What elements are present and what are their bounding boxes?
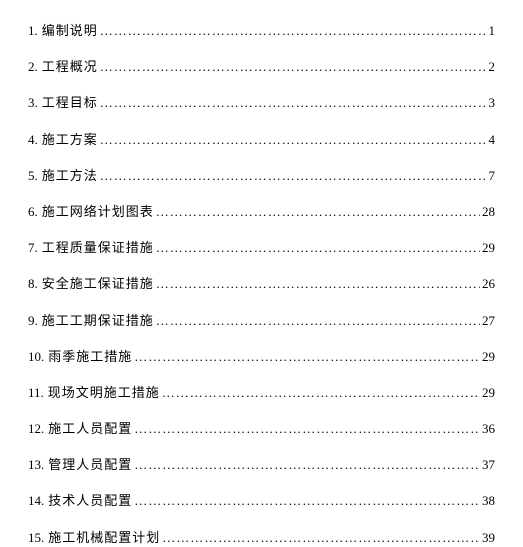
toc-title: 编制说明 (42, 22, 98, 40)
toc-row: 12.施工人员配置…………………………………………………………………………………… (28, 420, 495, 438)
toc-number: 11. (28, 384, 44, 402)
toc-page-number: 36 (482, 420, 495, 438)
toc-title: 工程目标 (42, 94, 98, 112)
toc-leader-dots: ……………………………………………………………………………………………… (134, 348, 480, 366)
toc-leader-dots: ……………………………………………………………………………………………… (162, 529, 480, 547)
toc-page-number: 29 (482, 239, 495, 257)
table-of-contents: 1.编制说明…………………………………………………………………………………………… (28, 22, 495, 547)
toc-page-number: 1 (489, 22, 496, 40)
toc-leader-dots: ……………………………………………………………………………………………… (156, 203, 480, 221)
toc-page-number: 37 (482, 456, 495, 474)
toc-number: 9. (28, 312, 38, 330)
toc-title: 施工工期保证措施 (42, 312, 154, 330)
toc-row: 5.施工方法…………………………………………………………………………………………… (28, 167, 495, 185)
toc-number: 4. (28, 131, 38, 149)
toc-page-number: 3 (489, 94, 496, 112)
toc-row: 10.雨季施工措施…………………………………………………………………………………… (28, 348, 495, 366)
toc-title: 工程质量保证措施 (42, 239, 154, 257)
toc-number: 2. (28, 58, 38, 76)
toc-row: 1.编制说明…………………………………………………………………………………………… (28, 22, 495, 40)
toc-leader-dots: ……………………………………………………………………………………………… (156, 239, 480, 257)
toc-number: 15. (28, 529, 44, 547)
toc-row: 15.施工机械配置计划……………………………………………………………………………… (28, 529, 495, 547)
toc-row: 13.管理人员配置…………………………………………………………………………………… (28, 456, 495, 474)
toc-row: 14.技术人员配置…………………………………………………………………………………… (28, 492, 495, 510)
toc-row: 11.现场文明施工措施……………………………………………………………………………… (28, 384, 495, 402)
toc-page-number: 29 (482, 384, 495, 402)
toc-title: 技术人员配置 (48, 492, 132, 510)
toc-leader-dots: ……………………………………………………………………………………………… (100, 58, 487, 76)
toc-page-number: 39 (482, 529, 495, 547)
toc-leader-dots: ……………………………………………………………………………………………… (162, 384, 480, 402)
toc-leader-dots: ……………………………………………………………………………………………… (134, 420, 480, 438)
toc-page-number: 28 (482, 203, 495, 221)
toc-leader-dots: ……………………………………………………………………………………………… (156, 275, 480, 293)
toc-title: 施工方案 (42, 131, 98, 149)
toc-number: 13. (28, 456, 44, 474)
toc-number: 1. (28, 22, 38, 40)
toc-page-number: 7 (489, 167, 496, 185)
toc-leader-dots: ……………………………………………………………………………………………… (156, 312, 480, 330)
toc-title: 安全施工保证措施 (42, 275, 154, 293)
toc-title: 施工人员配置 (48, 420, 132, 438)
toc-title: 现场文明施工措施 (48, 384, 160, 402)
toc-leader-dots: ……………………………………………………………………………………………… (100, 131, 487, 149)
toc-row: 2.工程概况…………………………………………………………………………………………… (28, 58, 495, 76)
toc-page-number: 2 (489, 58, 496, 76)
toc-leader-dots: ……………………………………………………………………………………………… (100, 22, 487, 40)
toc-title: 施工机械配置计划 (48, 529, 160, 547)
toc-title: 施工方法 (42, 167, 98, 185)
toc-number: 8. (28, 275, 38, 293)
toc-number: 5. (28, 167, 38, 185)
toc-page-number: 38 (482, 492, 495, 510)
toc-row: 7.工程质量保证措施………………………………………………………………………………… (28, 239, 495, 257)
toc-number: 12. (28, 420, 44, 438)
toc-number: 7. (28, 239, 38, 257)
toc-page-number: 26 (482, 275, 495, 293)
toc-number: 6. (28, 203, 38, 221)
toc-title: 雨季施工措施 (48, 348, 132, 366)
toc-number: 3. (28, 94, 38, 112)
toc-page-number: 29 (482, 348, 495, 366)
toc-number: 14. (28, 492, 44, 510)
toc-page-number: 27 (482, 312, 495, 330)
toc-row: 8.安全施工保证措施………………………………………………………………………………… (28, 275, 495, 293)
toc-leader-dots: ……………………………………………………………………………………………… (134, 456, 480, 474)
toc-title: 工程概况 (42, 58, 98, 76)
toc-title: 管理人员配置 (48, 456, 132, 474)
toc-title: 施工网络计划图表 (42, 203, 154, 221)
toc-leader-dots: ……………………………………………………………………………………………… (134, 492, 480, 510)
toc-row: 4.施工方案…………………………………………………………………………………………… (28, 131, 495, 149)
toc-page-number: 4 (489, 131, 496, 149)
toc-number: 10. (28, 348, 44, 366)
toc-row: 9.施工工期保证措施………………………………………………………………………………… (28, 312, 495, 330)
toc-row: 6.施工网络计划图表………………………………………………………………………………… (28, 203, 495, 221)
toc-row: 3.工程目标…………………………………………………………………………………………… (28, 94, 495, 112)
toc-leader-dots: ……………………………………………………………………………………………… (100, 94, 487, 112)
toc-leader-dots: ……………………………………………………………………………………………… (100, 167, 487, 185)
